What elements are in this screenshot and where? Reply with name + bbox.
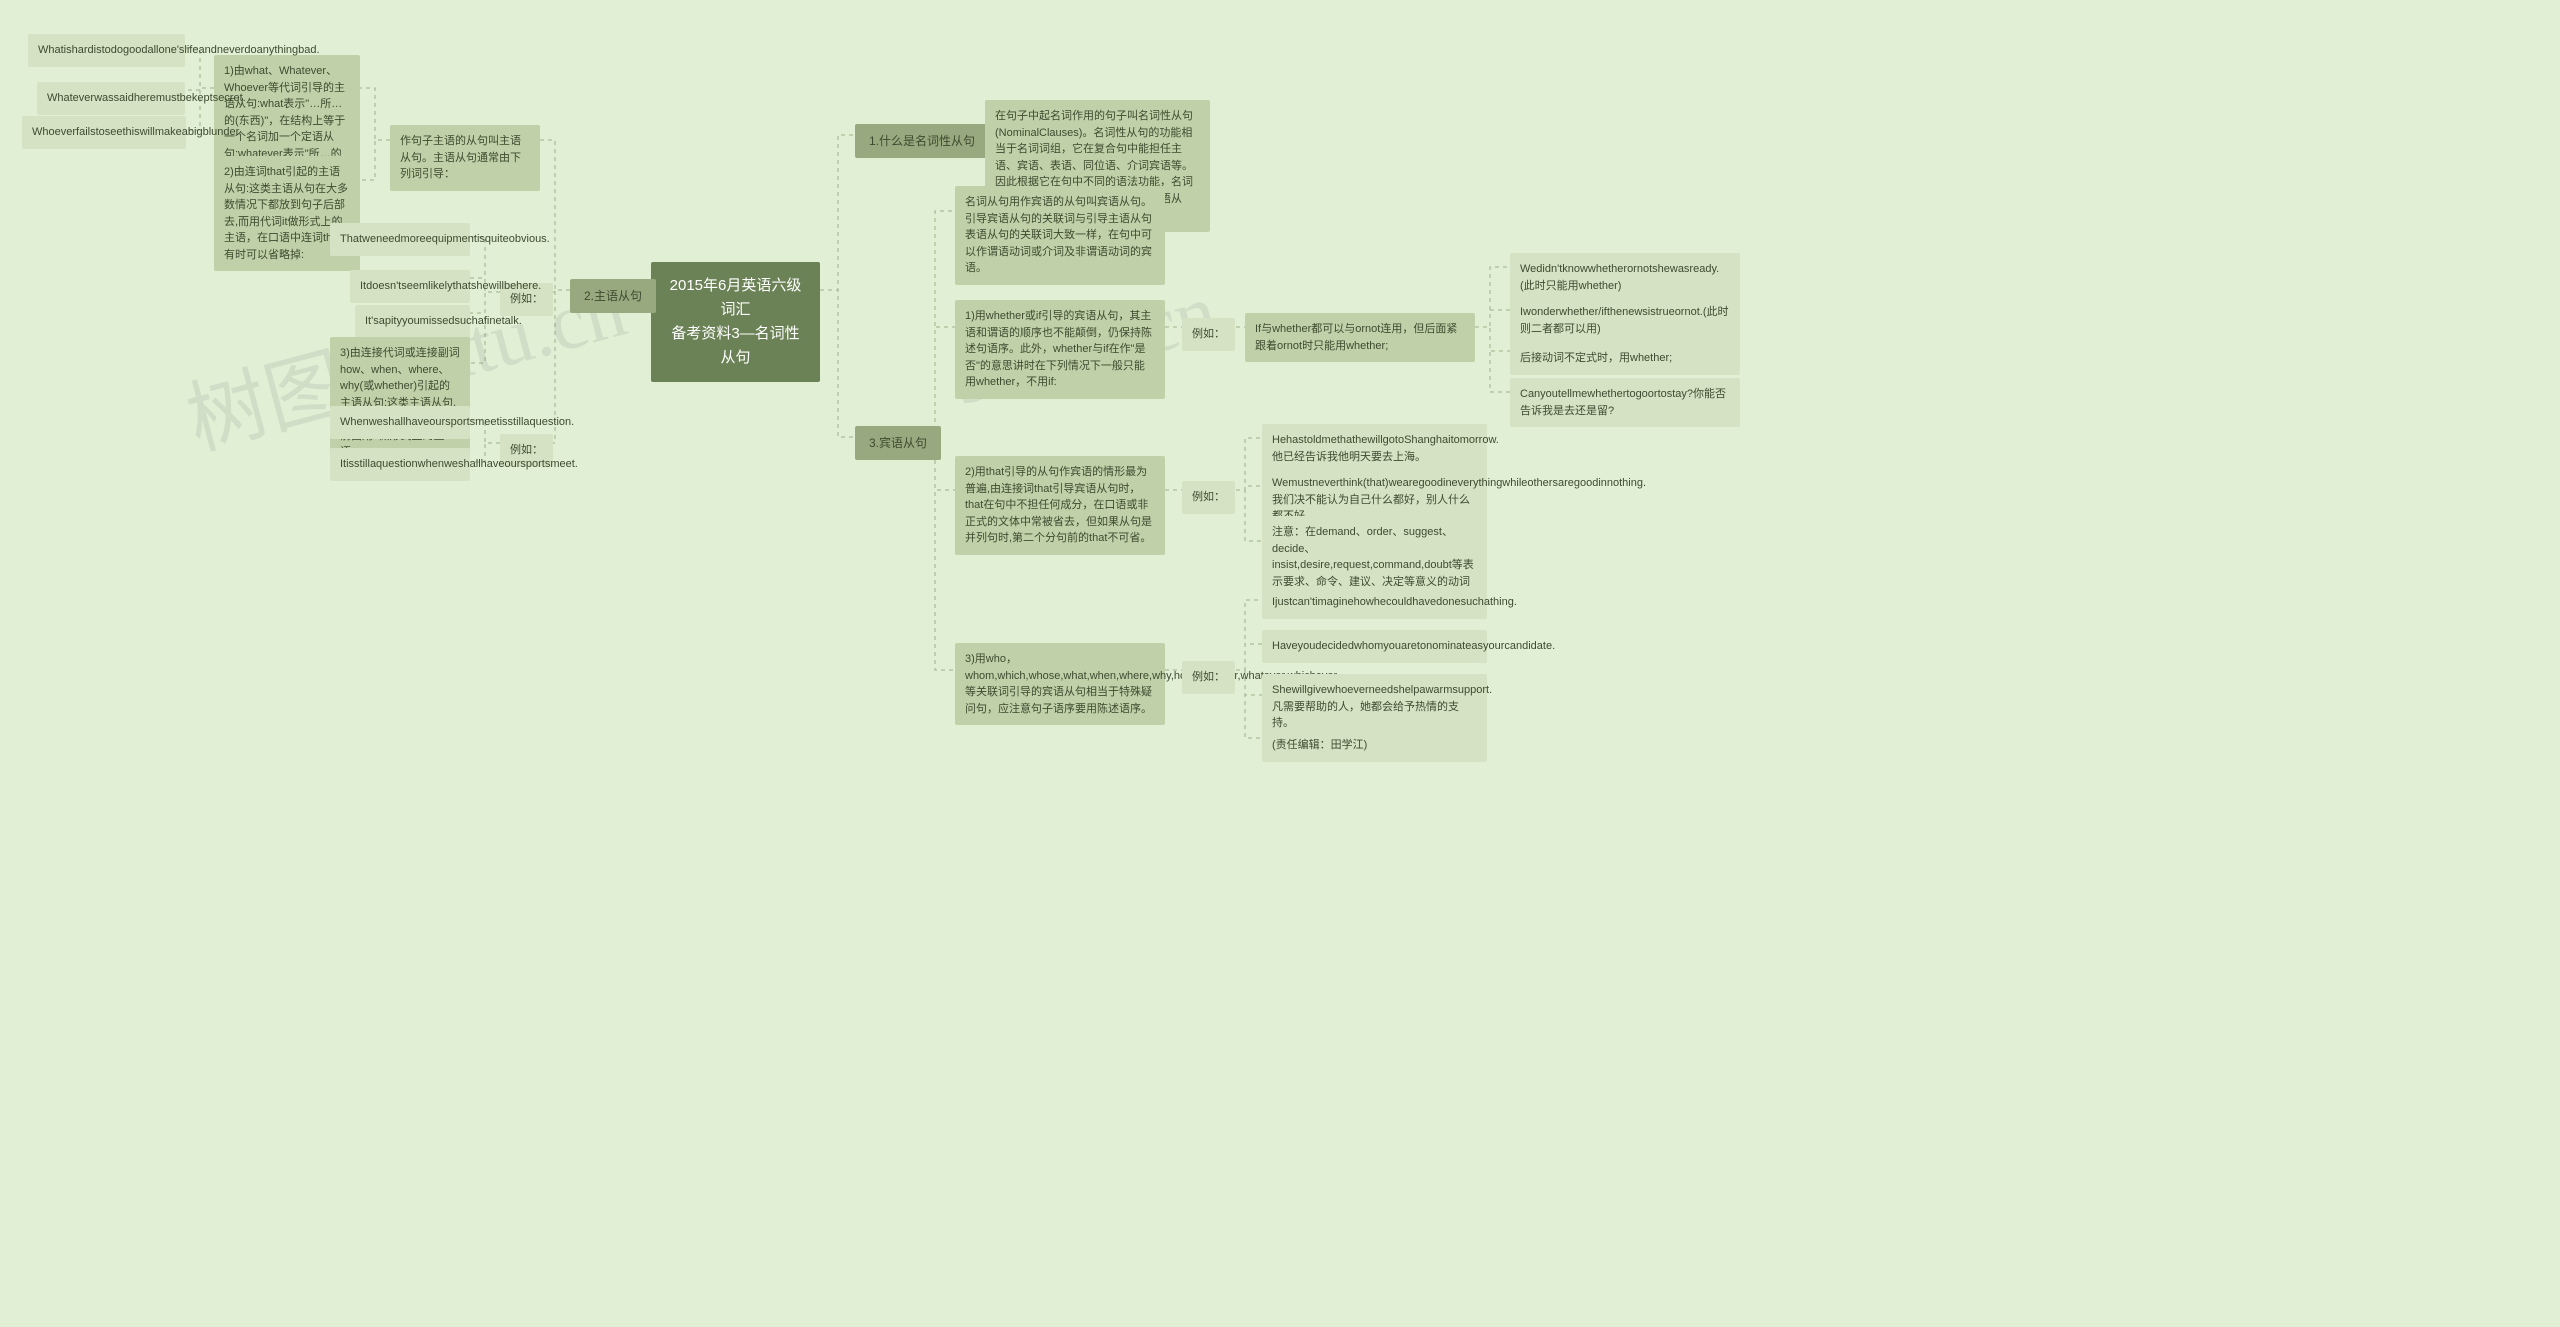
b2-intro: 作句子主语的从句叫主语从句。主语从句通常由下列词引导： — [390, 125, 540, 191]
b3-g1-ex1: Wedidn'tknowwhetherornotshewasready.(此时只… — [1510, 253, 1740, 302]
root-node: 2015年6月英语六级词汇 备考资料3—名词性从句 — [651, 262, 820, 382]
b3-g1-exlabel: 例如： — [1182, 318, 1235, 351]
b2-g1-ex3: Whoeverfailstoseethiswillmakeabigblunder… — [22, 116, 186, 149]
b3-g1-sub1: If与whether都可以与ornot连用，但后面紧跟着ornot时只能用whe… — [1245, 313, 1475, 362]
b2-g2-ex3: It'sapityyoumissedsuchafinetalk. — [355, 305, 470, 338]
b2-g3-ex2: Itisstillaquestionwhenweshallhaveourspor… — [330, 448, 470, 481]
b2-g1-ex2: Whateverwassaidheremustbekeptsecret. — [37, 82, 185, 115]
b3-g1-ex2: Iwonderwhether/ifthenewsistrueornot.(此时则… — [1510, 296, 1740, 345]
b3-g2: 2)用that引导的从句作宾语的情形最为普遍,由连接词that引导宾语从句时，t… — [955, 456, 1165, 555]
b3-g1-ex3: 后接动词不定式时，用whether; — [1510, 342, 1740, 375]
b2-g2-ex1: Thatweneedmoreequipmentisquiteobvious. — [330, 223, 470, 256]
b2-g3-ex1: Whenweshallhaveoursportsmeetisstillaques… — [330, 406, 470, 439]
b3-g3-ex4: (责任编辑：田学江) — [1262, 729, 1487, 762]
b3-g1: 1)用whether或if引导的宾语从句，其主语和谓语的顺序也不能颠倒，仍保持陈… — [955, 300, 1165, 399]
b3-g3-ex2: Haveyoudecidedwhomyouaretonominateasyour… — [1262, 630, 1487, 663]
b2-g2-ex2: Itdoesn'tseemlikelythatshewillbehere. — [350, 270, 470, 303]
b3-g3-ex1: Ijustcan'timaginehowhecouldhavedonesucha… — [1262, 586, 1487, 619]
b3-g2-exlabel: 例如： — [1182, 481, 1235, 514]
branch-3: 3.宾语从句 — [855, 426, 941, 460]
b3-intro: 名词从句用作宾语的从句叫宾语从句。引导宾语从句的关联词与引导主语从句表语从句的关… — [955, 186, 1165, 285]
b3-g3: 3)用who，whom,which,whose,what,when,where,… — [955, 643, 1165, 725]
b2-g1-ex1: Whatishardistodogoodallone'slifeandnever… — [28, 34, 185, 67]
branch-1: 1.什么是名词性从句 — [855, 124, 989, 158]
b3-g2-ex1: HehastoldmethathewillgotoShanghaitomorro… — [1262, 424, 1487, 473]
b3-g1-ex4: Canyoutellmewhethertogoortostay?你能否告诉我是去… — [1510, 378, 1740, 427]
connector-lines — [0, 0, 2560, 1327]
b3-g3-exlabel: 例如： — [1182, 661, 1235, 694]
branch-2: 2.主语从句 — [570, 279, 656, 313]
